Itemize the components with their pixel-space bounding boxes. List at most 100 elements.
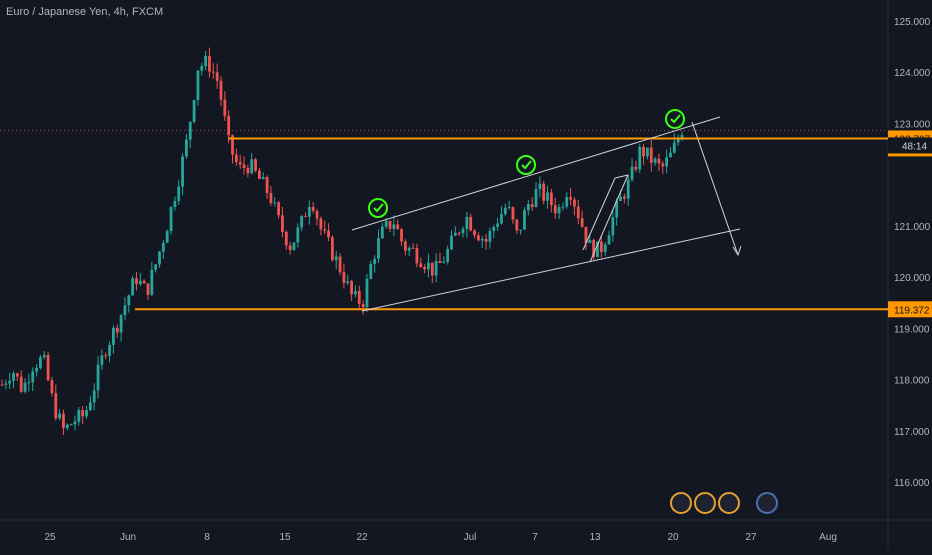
candle-body [273,202,277,204]
candle-body [196,70,200,101]
checkmark-tick [373,203,384,213]
candle-body [135,278,138,285]
event-badge[interactable] [718,492,740,514]
x-tick-label: Aug [819,532,837,543]
candle-body [642,146,645,157]
candle-body [208,55,211,72]
event-badges[interactable] [670,492,778,514]
candle-body [669,152,672,158]
candle-body [626,179,630,199]
candle-body [523,210,526,230]
candle-body [234,154,238,163]
countdown-text: 48:14 [902,141,927,152]
candle-body [181,156,184,187]
candle-body [557,207,561,214]
candle-body [507,207,511,209]
checkmark-icon [516,155,536,175]
checkmark-tick [670,114,681,124]
candle-body [584,226,588,244]
candle-body [665,157,669,167]
candle-body [365,278,369,308]
candle-body [227,115,231,136]
x-tick-label: 27 [745,532,757,543]
event-badge[interactable] [756,492,778,514]
candle-body [334,256,338,261]
candle-body [281,215,284,232]
candle-body [296,227,300,243]
candle-body [269,192,273,204]
candle-body [546,192,549,201]
candle-body [0,384,4,386]
candle-body [476,235,480,241]
y-tick-label: 118.000 [894,376,930,387]
candle-body [319,218,323,230]
candle-body [315,210,319,219]
candle-body [185,139,188,157]
countdown-box [888,137,932,154]
candle-body [392,224,396,229]
candle-body [657,158,661,164]
candle-body [630,166,634,180]
candle-body [373,258,377,265]
price-label-text: 119.372 [894,305,930,316]
event-badge[interactable] [670,492,692,514]
y-tick-label: 116.000 [894,478,930,489]
candle-body [415,248,419,264]
candle-body [407,247,411,251]
candle-body [188,121,192,140]
candle-body [542,183,546,201]
y-tick-label: 124.000 [894,68,931,79]
candle-body [104,355,108,357]
candle-body [69,424,73,426]
candle-body [277,202,281,216]
candle-body [211,71,215,73]
candle-body [238,162,242,165]
candle-body [461,228,465,234]
y-tick-label: 120.000 [894,273,931,284]
candle-body [519,229,523,231]
candle-body [288,245,292,251]
candle-body [534,189,538,208]
x-tick-label: Jun [120,532,136,543]
candle-body [23,382,27,392]
candle-body [553,205,557,214]
candle-body [338,256,342,273]
candle-body [231,135,234,155]
candle-body [419,263,423,267]
candle-body [538,183,542,190]
candle-body [131,278,135,296]
candle-body [123,305,127,316]
candle-body [142,280,146,284]
candle-body [649,147,653,163]
candle-body [384,221,388,227]
candle-body [215,72,219,81]
candle-body [427,262,430,270]
candle-body [400,229,403,242]
candle-body [165,231,169,243]
candle-body [430,262,434,276]
candle-body [58,413,62,419]
projection-arrow [691,121,739,256]
candle-body [423,266,426,270]
candle-body [573,199,576,207]
candle-body [173,200,177,207]
candle-body [327,230,330,238]
candle-body [565,197,569,207]
candle-body [177,186,181,201]
candle-body [634,166,638,170]
event-badge[interactable] [694,492,716,514]
candle-body [396,224,400,230]
candle-body [361,304,365,308]
y-tick-label: 125.000 [894,17,931,28]
candle-body [73,421,77,425]
candle-body [46,355,50,381]
candle-body [446,249,450,262]
candle-body [300,216,304,228]
candle-body [592,240,596,258]
candle-body [12,373,15,381]
candle-body [442,261,446,263]
candle-body [4,383,8,385]
candle-body [27,382,31,384]
